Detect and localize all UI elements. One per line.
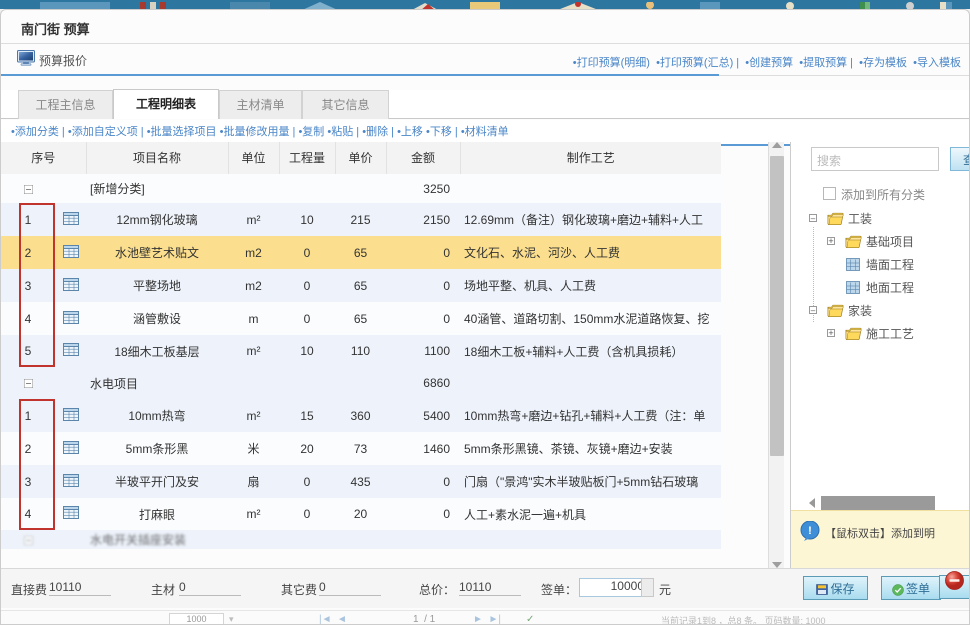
svg-text:!: ! bbox=[808, 525, 812, 537]
